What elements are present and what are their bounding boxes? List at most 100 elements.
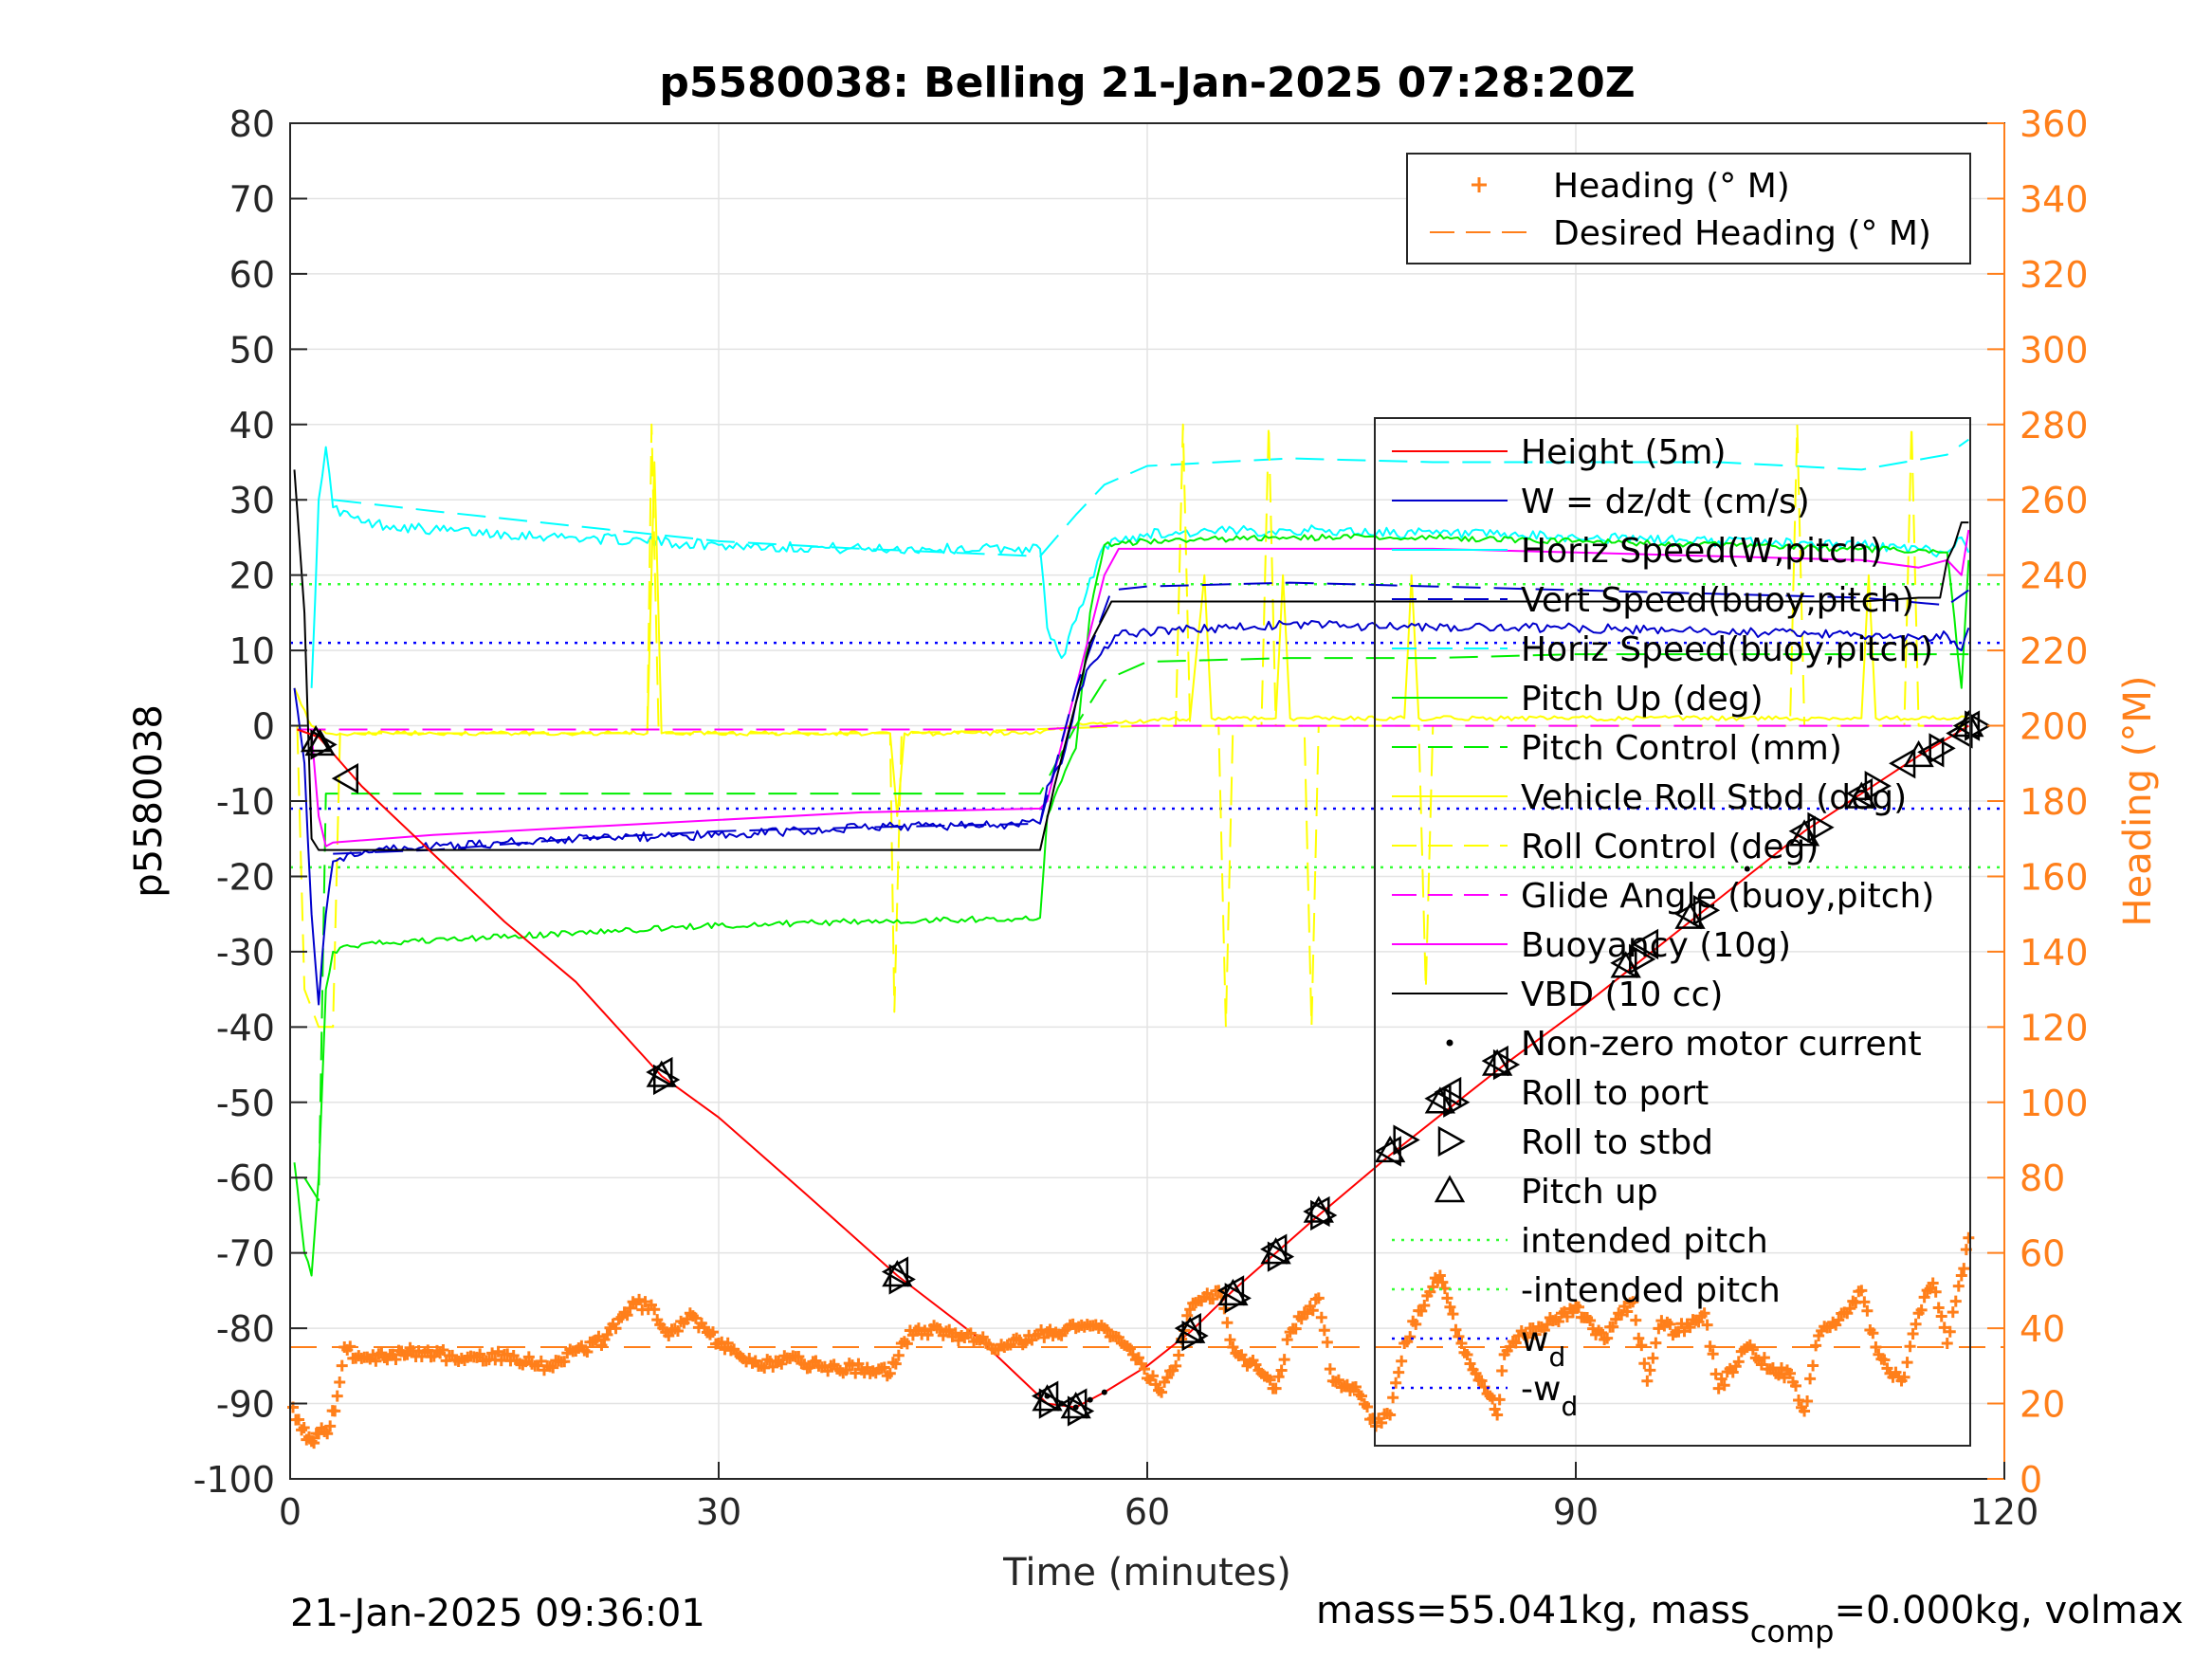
- heading-point: [1584, 1314, 1597, 1326]
- heading-point: [1289, 1322, 1302, 1335]
- heading-point: [649, 1304, 661, 1316]
- series-pitch: [293, 533, 1970, 1277]
- roll-port-marker: [881, 1256, 909, 1287]
- y-tick-label: 30: [229, 480, 275, 521]
- heading-point: [1901, 1357, 1913, 1369]
- y-tick-label: 80: [229, 103, 275, 145]
- heading-point: [663, 1330, 675, 1342]
- heading-point: [1318, 1324, 1330, 1337]
- heading-point: [1616, 1308, 1628, 1321]
- heading-point: [793, 1350, 805, 1362]
- heading-point: [1221, 1317, 1234, 1329]
- heading-point: [321, 1428, 334, 1440]
- heading-point: [1709, 1368, 1722, 1380]
- heading-point: [298, 1421, 310, 1433]
- heading-point: [331, 1390, 343, 1402]
- heading-point: [1587, 1322, 1600, 1335]
- heading-point: [334, 1376, 346, 1389]
- legend-main-label: VBD (10 cc): [1521, 975, 1723, 1014]
- y-axis-label: p5580038: [127, 704, 171, 898]
- heading-point: [293, 1413, 305, 1426]
- heading-point: [1324, 1363, 1336, 1376]
- series-w: [293, 620, 1970, 1006]
- legend-heading-box: [1406, 153, 1971, 264]
- legend-main-label: Glide Angle (buoy,pitch): [1521, 877, 1934, 916]
- legend-main-entry: Horiz Speed(buoy,pitch): [1392, 630, 1933, 669]
- roll-port-marker: [646, 1056, 673, 1088]
- heading-point: [1638, 1358, 1651, 1370]
- heading-point: [502, 1348, 514, 1360]
- legend-main-entry: Roll to port: [1434, 1074, 1709, 1113]
- heading-point: [1393, 1366, 1405, 1378]
- heading-point: [1181, 1309, 1194, 1322]
- heading-point: [1295, 1313, 1307, 1325]
- heading-point: [1434, 1269, 1446, 1282]
- heading-point: [1390, 1376, 1402, 1389]
- heading-point: [522, 1351, 535, 1363]
- heading-point: [1799, 1405, 1811, 1417]
- y-right-tick-label: 20: [2020, 1384, 2065, 1426]
- roll-stbd-marker: [1965, 710, 1992, 741]
- heading-point: [1455, 1338, 1468, 1349]
- y-axis-right-label: Heading (°M): [2116, 676, 2160, 927]
- x-tick-label: 120: [1970, 1491, 2039, 1533]
- reference-lines: [290, 582, 2004, 1348]
- series-horiz-buoy: [333, 438, 1969, 557]
- y-right-tick-label: 280: [2020, 405, 2089, 447]
- x-tick-label: 30: [696, 1491, 741, 1533]
- heading-point: [558, 1356, 571, 1368]
- heading-point: [949, 1327, 961, 1340]
- heading-point: [776, 1358, 788, 1370]
- heading-point: [1636, 1340, 1648, 1352]
- heading-point: [1307, 1304, 1319, 1317]
- y-right-tick-label: 360: [2020, 103, 2089, 145]
- legend-main-entry: Horiz Speed(W,pitch): [1392, 532, 1883, 571]
- heading-point: [474, 1348, 486, 1360]
- series-roll: [293, 461, 1969, 817]
- heading-point: [912, 1322, 924, 1335]
- heading-point: [1727, 1366, 1739, 1378]
- motor-current-dot: [1744, 866, 1750, 872]
- heading-point: [1801, 1395, 1814, 1408]
- pitch-up-marker: [1674, 902, 1706, 929]
- heading-point: [324, 1420, 337, 1432]
- legend-main-entry: Non-zero motor current: [1446, 1025, 1922, 1064]
- y-tick-label: -40: [216, 1007, 275, 1048]
- heading-point: [1621, 1305, 1634, 1318]
- footer-mass: mass=55.041kg, masscomp=0.000kg, volmax: [1316, 1589, 2184, 1650]
- heading-point: [621, 1309, 633, 1322]
- heading-point: [1807, 1359, 1819, 1372]
- pitch-up-marker: [1374, 1135, 1406, 1163]
- heading-point: [1915, 1304, 1928, 1316]
- roll-stbd-marker: [1807, 811, 1835, 843]
- y-right-tick-label: 80: [2020, 1158, 2065, 1199]
- heading-point: [1566, 1306, 1579, 1319]
- roll-port-marker: [1610, 947, 1637, 978]
- legend-main-label: Horiz Speed(buoy,pitch): [1521, 630, 1933, 669]
- pitch-up-marker: [1424, 1086, 1456, 1114]
- y-right-tick-label: 60: [2020, 1233, 2065, 1275]
- heading-point: [1444, 1301, 1456, 1313]
- heading-point: [1418, 1299, 1431, 1311]
- heading-point: [1281, 1334, 1293, 1346]
- heading-point: [1707, 1348, 1719, 1360]
- pitch-up-marker: [304, 728, 336, 757]
- heading-point: [1410, 1318, 1422, 1330]
- heading-point: [329, 1405, 341, 1417]
- heading-point: [1447, 1308, 1459, 1321]
- y-right-tick-label: 260: [2020, 480, 2089, 521]
- heading-point: [1362, 1401, 1374, 1413]
- heading-point: [804, 1361, 816, 1374]
- heading-point: [1170, 1359, 1182, 1372]
- roll-port-marker: [331, 763, 359, 794]
- heading-point: [1927, 1277, 1939, 1289]
- legend-main-label: Roll to port: [1521, 1074, 1709, 1113]
- pitch-up-marker: [300, 724, 332, 753]
- x-tick-label: 90: [1553, 1491, 1599, 1533]
- heading-point: [922, 1329, 934, 1341]
- heading-point: [884, 1367, 896, 1379]
- y-right-tick-label: 140: [2020, 932, 2089, 974]
- heading-point: [624, 1302, 636, 1314]
- y-right-tick-label: 320: [2020, 254, 2089, 296]
- heading-point: [1124, 1342, 1136, 1355]
